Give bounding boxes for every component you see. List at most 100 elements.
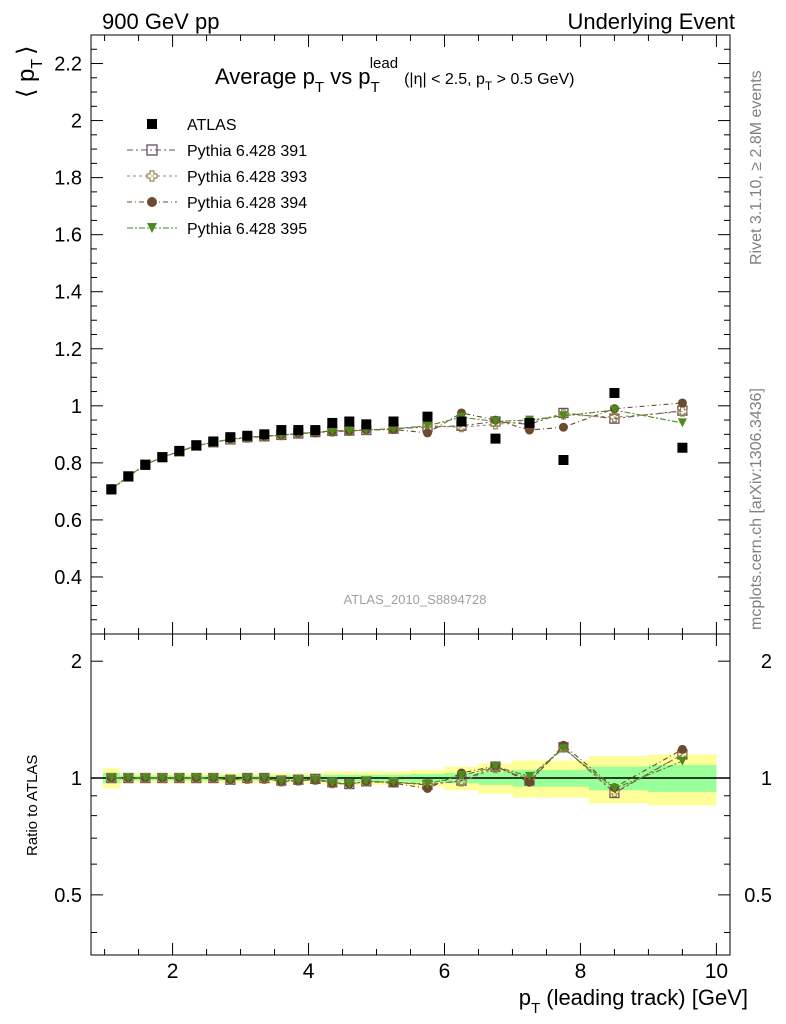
legend-label: Pythia 6.428 394: [187, 195, 307, 212]
marker-triangle: [422, 779, 432, 789]
ratio-tick-label-right: 2: [761, 651, 772, 673]
x-tick-label: 2: [167, 960, 179, 983]
marker-triangle: [389, 777, 399, 787]
y-tick-label: 1.2: [54, 339, 82, 361]
y-tick-label: 2.2: [54, 54, 82, 76]
marker-triangle: [490, 762, 500, 772]
y-tick-label: 0.4: [54, 567, 82, 589]
marker-square: [157, 452, 168, 463]
x-axis-label: pT (leading track) [GeV]: [519, 985, 748, 1017]
marker-triangle: [293, 776, 303, 786]
ratio-tick-label-left: 2: [71, 651, 82, 673]
y-axis-label-bottom: Ratio to ATLAS: [24, 755, 41, 856]
ratio-series-line: [111, 748, 683, 790]
marker-circle: [524, 777, 534, 787]
marker-open-cross: [609, 412, 620, 423]
marker-circle: [677, 398, 687, 408]
marker-triangle: [677, 756, 687, 766]
marker-triangle: [191, 773, 201, 783]
x-tick-label: 6: [439, 960, 451, 983]
marker-open-cross: [146, 170, 158, 182]
x-tick-label: 8: [575, 960, 587, 983]
marker-triangle: [558, 411, 568, 421]
ratio-tick-label-left: 1: [71, 768, 82, 790]
header-right: Underlying Event: [567, 9, 735, 34]
marker-triangle: [609, 783, 619, 793]
ratio-tick-label-right: 1: [761, 768, 772, 790]
marker-triangle: [157, 773, 167, 783]
rivet-label: Rivet 3.1.10, ≥ 2.8M events: [748, 70, 765, 265]
y-axis-label-top: ⟨ pT⟩: [13, 45, 46, 98]
y-tick-label: 2: [71, 111, 82, 133]
marker-triangle: [389, 424, 399, 434]
marker-square: [147, 119, 157, 129]
mcplots-label: mcplots.cern.ch [arXiv:1306.3436]: [748, 388, 765, 630]
marker-square: [456, 416, 467, 427]
marker-square: [140, 459, 151, 470]
marker-square: [490, 433, 501, 444]
y-tick-label: 1.6: [54, 225, 82, 247]
y-tick-label: 1: [71, 396, 82, 418]
marker-square: [191, 440, 202, 451]
axes-ticks: 2 4 6 8 10 0.4 0.6 0.8 1 1.2 1.4 1.6 1.8 2 2.2 0.5 0.5 1 1…: [54, 34, 772, 983]
y-tick-label: 0.8: [54, 453, 82, 475]
marker-triangle: [456, 771, 466, 781]
chart-title: Average pT vs pTlead(|η| < 2.5, pT > 0.5…: [215, 55, 575, 96]
marker-triangle: [327, 778, 337, 788]
marker-square: [422, 411, 433, 422]
legend-label: Pythia 6.428 393: [187, 169, 307, 186]
marker-triangle: [259, 773, 269, 783]
marker-square: [310, 425, 321, 436]
marker-square: [123, 471, 134, 482]
analysis-watermark: ATLAS_2010_S8894728: [344, 592, 487, 607]
marker-triangle: [174, 773, 184, 783]
marker-triangle: [609, 405, 619, 415]
marker-triangle: [140, 773, 150, 783]
marker-square: [208, 436, 219, 447]
marker-square: [558, 455, 569, 466]
marker-triangle: [344, 426, 354, 436]
y-tick-label: 1.4: [54, 282, 82, 304]
marker-square: [242, 430, 253, 441]
marker-square: [106, 484, 117, 495]
marker-triangle: [327, 426, 337, 436]
marker-square: [524, 417, 535, 428]
marker-triangle: [276, 776, 286, 786]
marker-triangle: [242, 773, 252, 783]
marker-square: [293, 425, 304, 436]
x-tick-label: 4: [303, 960, 315, 983]
marker-square: [259, 429, 270, 440]
marker-triangle: [524, 771, 534, 781]
marker-triangle: [310, 775, 320, 785]
marker-triangle: [490, 416, 500, 426]
y-tick-label: 1.8: [54, 168, 82, 190]
marker-square: [388, 416, 399, 427]
marker-square: [361, 419, 372, 430]
marker-square: [174, 445, 185, 456]
marker-circle: [422, 428, 432, 438]
marker-triangle: [225, 775, 235, 785]
marker-triangle: [123, 773, 133, 783]
x-tick-label: 10: [705, 960, 728, 983]
marker-square: [344, 416, 355, 427]
marker-square: [609, 387, 620, 398]
ratio-tick-label-left: 0.5: [54, 885, 82, 907]
series-line: [111, 410, 683, 490]
ratio-tick-label-right: 0.5: [744, 885, 772, 907]
y-tick-label: 0.6: [54, 510, 82, 532]
marker-triangle: [208, 773, 218, 783]
marker-triangle: [677, 418, 687, 428]
marker-circle: [677, 744, 687, 754]
data-series: [106, 387, 688, 799]
marker-circle: [558, 422, 568, 432]
marker-square: [225, 432, 236, 443]
marker-triangle: [106, 773, 116, 783]
marker-triangle: [558, 744, 568, 754]
legend-label: Pythia 6.428 395: [187, 221, 307, 238]
marker-triangle: [361, 776, 371, 786]
marker-square: [677, 442, 688, 453]
marker-square: [276, 425, 287, 436]
legend-label: Pythia 6.428 391: [187, 143, 307, 160]
marker-triangle: [422, 421, 432, 431]
